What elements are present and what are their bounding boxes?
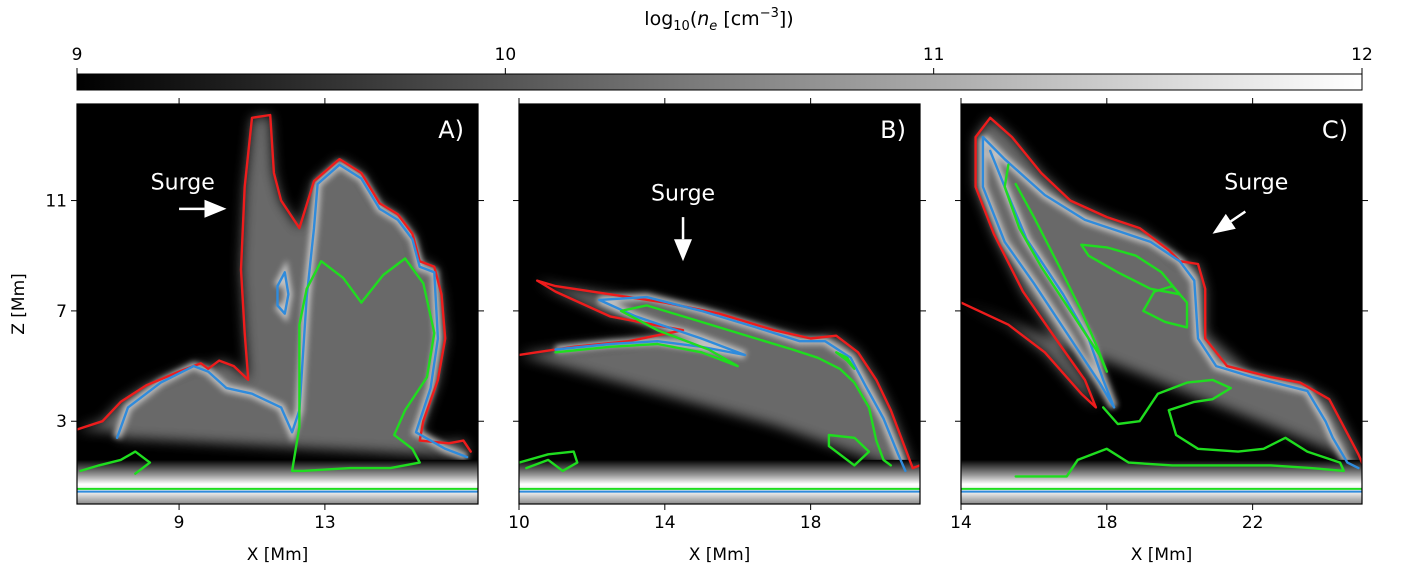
surge-arrow-shaft [1230, 210, 1247, 223]
x-axis-label: X [Mm] [247, 545, 309, 565]
y-axis-label: Z [Mm] [9, 273, 29, 335]
contour-blue [115, 163, 469, 459]
plot-frame [960, 103, 1363, 505]
colorbar-ticks: 9 10 11 12 [72, 45, 1373, 74]
colorbar-tick-label: 10 [495, 45, 517, 65]
plasma-region [117, 164, 468, 458]
panel-c: 14 18 22 X [Mm] C) Surge [950, 98, 1368, 565]
panel-b: 10 14 18 X [Mm] B) Surge [508, 98, 926, 565]
x-tick-label: 10 [508, 513, 530, 533]
x-tick-label: 14 [950, 513, 972, 533]
contour-red [961, 116, 1362, 464]
plot-area [519, 279, 920, 504]
y-tick-label: 3 [56, 412, 67, 432]
contour-green [835, 351, 856, 370]
contour-blue [981, 135, 1360, 470]
colorbar-tick-label: 9 [72, 45, 83, 65]
plot-frame [76, 103, 479, 505]
x-tick-label: 13 [314, 513, 336, 533]
contour-green [554, 304, 892, 467]
ground-band [519, 459, 920, 504]
x-tick-label: 9 [174, 513, 185, 533]
contour-green [827, 433, 871, 467]
ground-band [77, 459, 478, 504]
x-tick-label: 14 [654, 513, 676, 533]
surge-arrow-head [204, 199, 227, 218]
plasma-region [555, 297, 906, 471]
contour-blue [276, 271, 290, 315]
x-axis-label: X [Mm] [1131, 545, 1193, 565]
contour-green [290, 257, 436, 473]
x-axis-label: X [Mm] [689, 545, 751, 565]
colorbar: log10(ne [cm−3]) 9 10 11 12 [72, 6, 1373, 91]
surge-arrow-head [674, 239, 692, 262]
contour-green [1003, 163, 1109, 373]
panel-label: A) [438, 116, 464, 144]
plot-frame [518, 103, 921, 505]
x-tick-label: 18 [1096, 513, 1118, 533]
x-tick-label: 18 [800, 513, 822, 533]
surge-arrow-head [1212, 213, 1236, 234]
y-tick-label: 11 [45, 192, 67, 212]
plasma-region [982, 137, 1115, 408]
plasma-glow [519, 280, 920, 471]
contour-blue [554, 295, 907, 473]
contour-green [79, 450, 152, 475]
surge-label: Surge [651, 182, 715, 207]
colorbar-tick-label: 12 [1351, 45, 1373, 65]
colorbar-tick-label: 11 [923, 45, 945, 65]
contour-green [1014, 378, 1346, 478]
surge-label: Surge [1224, 171, 1288, 196]
plasma-region [982, 137, 1359, 469]
surge-label: Surge [151, 171, 215, 196]
plot-area [77, 113, 478, 504]
contour-green [1142, 284, 1189, 329]
y-tick-label: 7 [56, 302, 67, 322]
contour-green [519, 450, 579, 473]
plot-area [961, 116, 1362, 504]
panel-label: B) [880, 116, 906, 144]
colorbar-gradient [76, 73, 1363, 91]
colorbar-title: log10(ne [cm−3]) [644, 6, 793, 34]
contour-red [77, 113, 472, 453]
x-tick-label: 22 [1242, 513, 1264, 533]
panel-a: 3 7 11 9 13X [Mm] A) Surge [45, 98, 484, 565]
panel-label: C) [1322, 116, 1348, 144]
